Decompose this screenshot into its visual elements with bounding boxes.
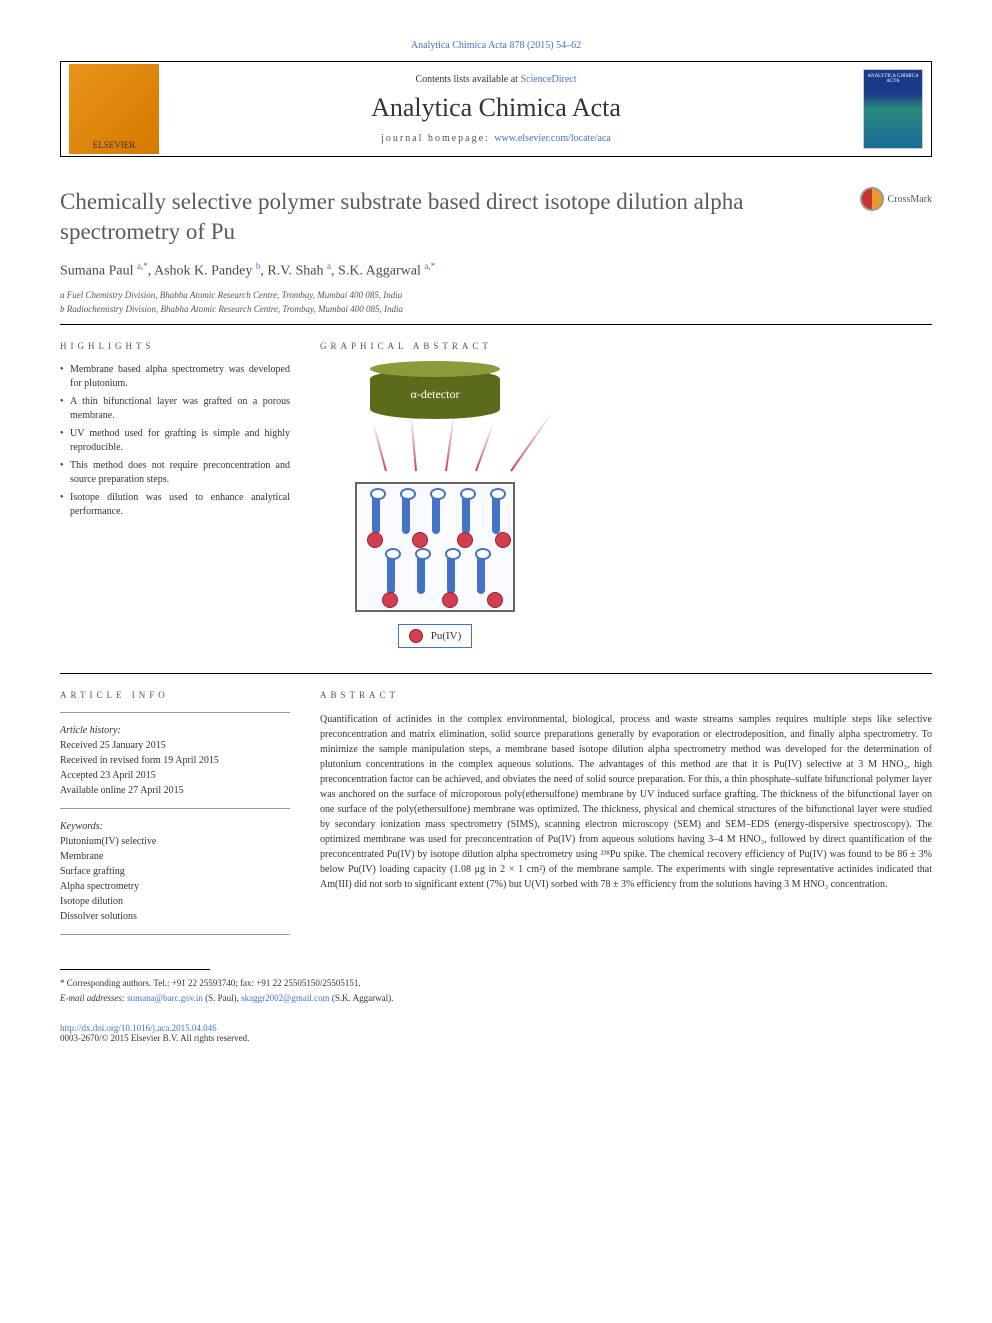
email-link-2[interactable]: skaggr2002@gmail.com [241,993,330,1003]
elsevier-logo: ELSEVIER [69,64,159,154]
homepage-link[interactable]: www.elsevier.com/locate/aca [494,133,611,144]
footer-block: * Corresponding authors. Tel.: +91 22 25… [60,969,932,1043]
keyword: Dissolver solutions [60,909,290,924]
highlights-list: Membrane based alpha spectrometry was de… [60,363,290,519]
article-info-label: ARTICLE INFO [60,690,290,700]
cover-text: ANALYTICA CHIMICA ACTA [864,74,922,84]
pu-ion-shape [487,592,503,608]
alpha-ray [372,422,387,471]
divider [60,673,932,674]
journal-header-box: ELSEVIER ANALYTICA CHIMICA ACTA Contents… [60,61,932,157]
crossmark-label: CrossMark [888,194,932,205]
highlights-label: HIGHLIGHTS [60,341,290,351]
email-link-1[interactable]: sumana@barc.gov.in [127,993,203,1003]
contents-prefix: Contents lists available at [415,74,520,85]
homepage-line: journal homepage: www.elsevier.com/locat… [171,133,821,144]
highlight-item: Membrane based alpha spectrometry was de… [60,363,290,391]
legend-label: Pu(IV) [431,630,462,642]
abstract-text: Quantification of actinides in the compl… [320,712,932,892]
authors-line: Sumana Paul a,*, Ashok K. Pandey b, R.V.… [60,261,932,280]
receptor-shape [462,494,470,534]
affiliations: a Fuel Chemistry Division, Bhabha Atomic… [60,289,932,316]
legend-dot-icon [409,629,423,643]
email-prefix: E-mail addresses: [60,993,127,1003]
receptor-shape [402,494,410,534]
email-line: E-mail addresses: sumana@barc.gov.in (S.… [60,991,932,1005]
online-date: Available online 27 April 2015 [60,783,290,798]
receptor-shape [492,494,500,534]
journal-cover-thumbnail: ANALYTICA CHIMICA ACTA [863,69,923,149]
pu-ion-shape [442,592,458,608]
email-suffix-2: (S.K. Aggarwal). [330,993,394,1003]
journal-reference: Analytica Chimica Acta 878 (2015) 54–62 [60,40,932,51]
receptor-shape [432,494,440,534]
alpha-ray [445,416,455,471]
pu-ion-shape [367,532,383,548]
history-label: Article history: [60,723,290,738]
publisher-name: ELSEVIER [93,140,136,150]
detector-label: α-detector [411,387,460,402]
keyword: Plutonium(IV) selective [60,834,290,849]
graphical-abstract-label: GRAPHICAL ABSTRACT [320,341,932,351]
keyword: Alpha spectrometry [60,879,290,894]
sciencedirect-link[interactable]: ScienceDirect [520,74,576,85]
receptor-shape [417,554,425,594]
receptor-shape [447,554,455,594]
keyword: Isotope dilution [60,894,290,909]
corresponding-author-note: * Corresponding authors. Tel.: +91 22 25… [60,976,932,990]
alpha-ray [510,413,552,471]
doi-link[interactable]: http://dx.doi.org/10.1016/j.aca.2015.04.… [60,1023,217,1033]
highlight-item: Isotope dilution was used to enhance ana… [60,491,290,519]
pu-ion-shape [382,592,398,608]
highlight-item: UV method used for grafting is simple an… [60,427,290,455]
divider [60,324,932,325]
abstract-label: ABSTRACT [320,690,932,700]
pu-ion-shape [457,532,473,548]
legend-box: Pu(IV) [398,624,473,648]
pu-ion-shape [495,532,511,548]
highlight-item: This method does not require preconcentr… [60,459,290,487]
keywords-label: Keywords: [60,819,290,834]
alpha-ray [475,423,494,471]
article-info-block: Article history: Received 25 January 201… [60,712,290,935]
copyright-line: 0003-2670/© 2015 Elsevier B.V. All right… [60,1033,932,1043]
affiliation-a: a Fuel Chemistry Division, Bhabha Atomic… [60,289,932,303]
article-title: Chemically selective polymer substrate b… [60,187,840,247]
alpha-rays-region [355,431,515,471]
keyword: Membrane [60,849,290,864]
revised-date: Received in revised form 19 April 2015 [60,753,290,768]
keyword: Surface grafting [60,864,290,879]
alpha-detector-shape: α-detector [370,369,500,419]
contents-available-line: Contents lists available at ScienceDirec… [171,74,821,85]
email-suffix-1: (S. Paul), [203,993,241,1003]
crossmark-badge[interactable]: CrossMark [860,187,932,211]
accepted-date: Accepted 23 April 2015 [60,768,290,783]
receptor-shape [477,554,485,594]
alpha-ray [410,416,417,471]
pu-ion-shape [412,532,428,548]
received-date: Received 25 January 2015 [60,738,290,753]
homepage-prefix: journal homepage: [381,133,494,144]
affiliation-b: b Radiochemistry Division, Bhabha Atomic… [60,303,932,317]
receptor-shape [387,554,395,594]
journal-name: Analytica Chimica Acta [171,93,821,123]
membrane-sample-box [355,482,515,612]
graphical-abstract-figure: α-detector [320,363,550,653]
receptor-shape [372,494,380,534]
highlight-item: A thin bifunctional layer was grafted on… [60,395,290,423]
crossmark-icon [860,187,884,211]
